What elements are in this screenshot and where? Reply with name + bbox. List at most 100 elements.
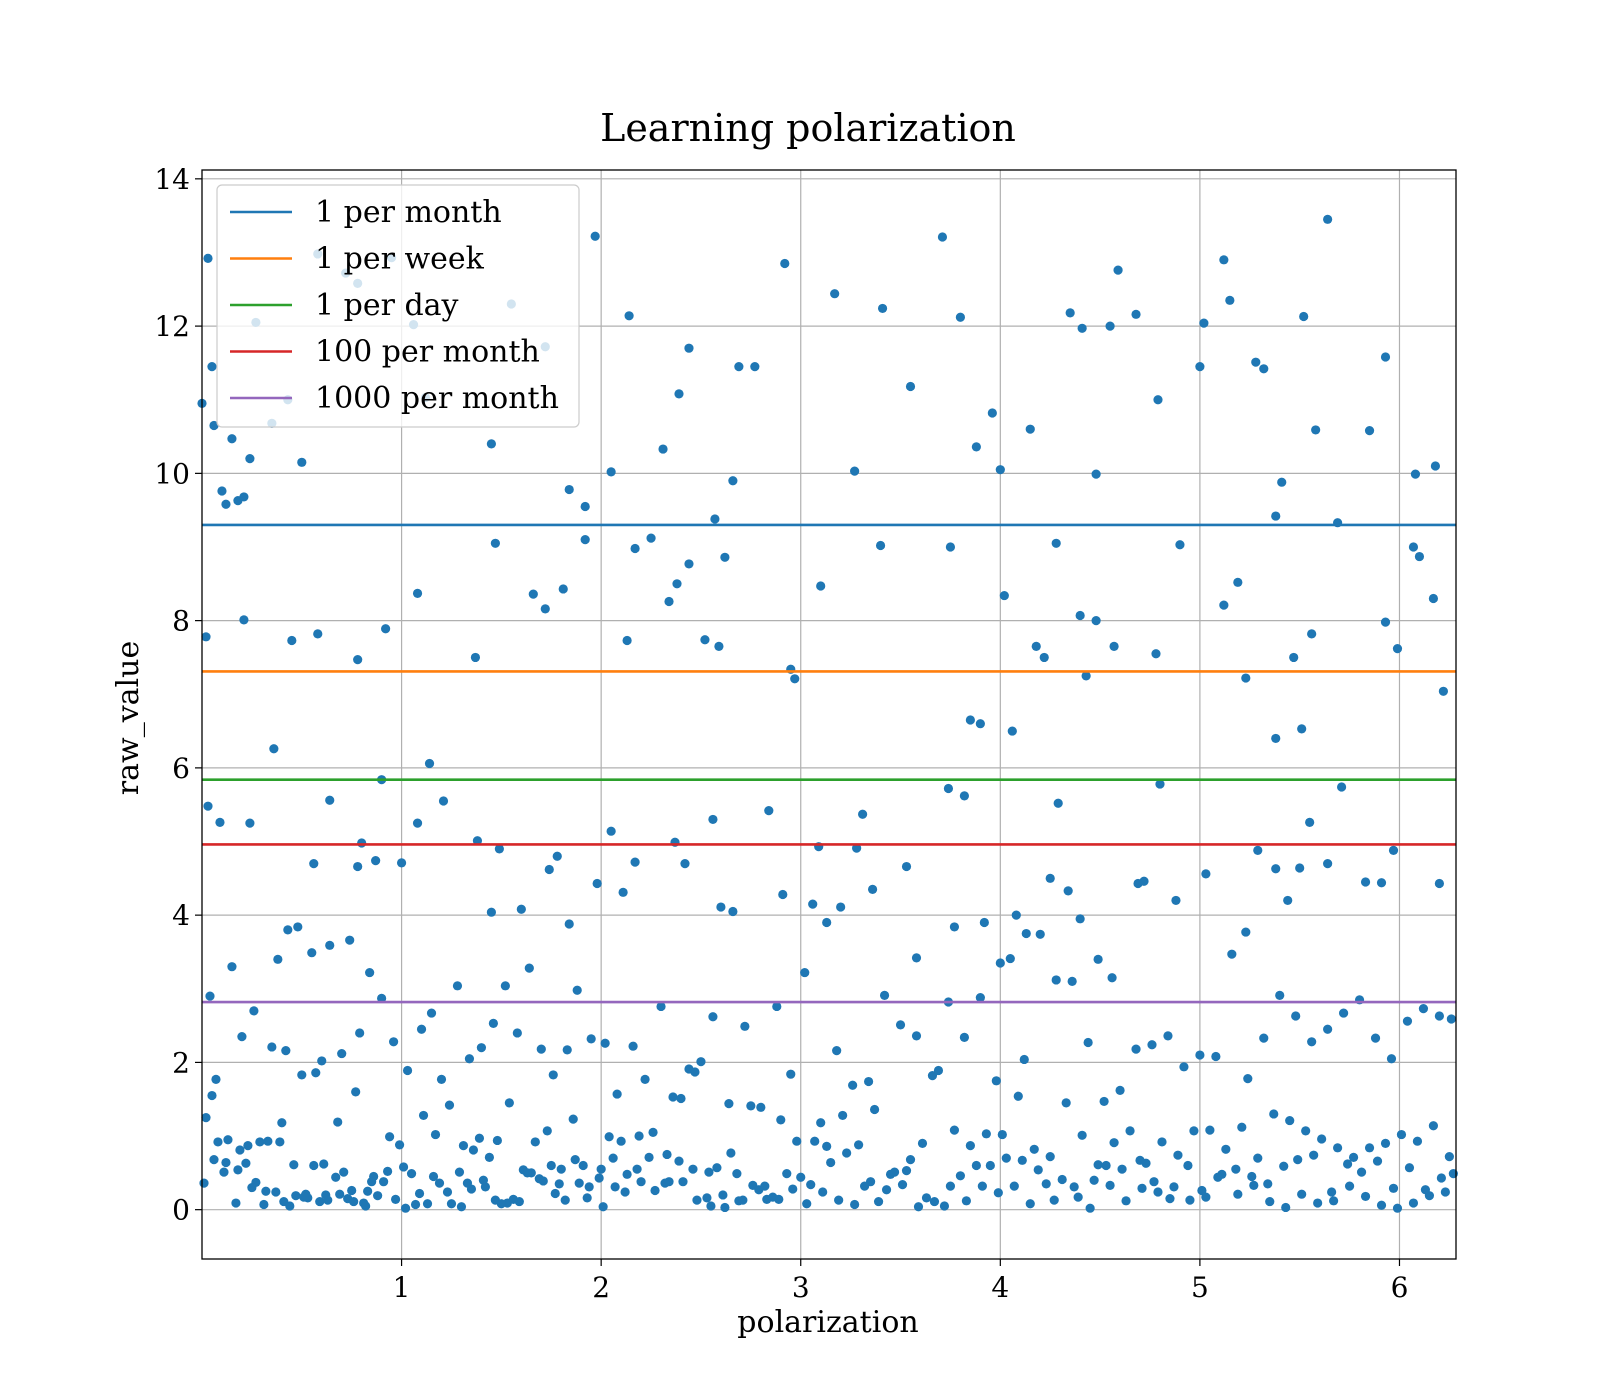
y-tick-label: 0 [172, 1194, 190, 1227]
data-point [590, 231, 600, 241]
data-point [239, 492, 249, 502]
data-point [1005, 953, 1015, 964]
data-point [929, 1196, 940, 1207]
data-point [410, 1199, 421, 1210]
data-point [564, 919, 574, 929]
data-point [913, 1202, 924, 1212]
data-point [1329, 1196, 1339, 1206]
data-point [664, 596, 674, 607]
data-point [895, 1020, 906, 1030]
data-point [1117, 1164, 1127, 1174]
data-point [1253, 1153, 1263, 1163]
data-point [1105, 321, 1115, 331]
data-point [574, 1178, 584, 1188]
data-point [398, 1162, 409, 1172]
data-point [345, 935, 355, 945]
data-point [704, 1167, 714, 1177]
data-point [1061, 1098, 1071, 1108]
data-point [1309, 1150, 1319, 1160]
data-point [764, 805, 774, 816]
data-point [622, 635, 632, 646]
data-point [706, 1201, 716, 1211]
legend-label: 1000 per month [315, 381, 559, 416]
data-point [810, 1136, 820, 1146]
x-tick-label: 1 [393, 1271, 411, 1304]
data-point [349, 1196, 359, 1207]
data-point [323, 1195, 333, 1205]
data-point [468, 1145, 479, 1155]
data-point [1289, 652, 1299, 663]
data-point [756, 1102, 766, 1112]
data-point [478, 1175, 489, 1185]
data-point [1446, 1014, 1456, 1024]
data-point [955, 1171, 966, 1181]
data-point [313, 629, 323, 639]
data-point [1091, 616, 1101, 626]
data-point [610, 1182, 620, 1192]
data-point [1077, 323, 1087, 333]
data-point [524, 963, 534, 973]
data-point [1151, 649, 1161, 659]
data-point [337, 1048, 347, 1059]
data-point [1271, 511, 1281, 521]
data-point [361, 1201, 371, 1211]
data-point [1408, 1198, 1419, 1208]
data-point [708, 814, 718, 825]
data-point [1063, 886, 1073, 896]
data-point [838, 1110, 848, 1121]
data-point [452, 981, 463, 991]
data-point [901, 1166, 912, 1176]
data-point [897, 1180, 908, 1190]
data-point [1356, 1167, 1367, 1177]
data-point [612, 1089, 622, 1099]
data-point [977, 1181, 987, 1191]
data-point [997, 1129, 1007, 1140]
data-point [999, 590, 1009, 601]
data-point [544, 864, 554, 875]
data-point [668, 1092, 678, 1102]
data-point [1388, 1183, 1399, 1193]
data-point [1317, 1134, 1327, 1144]
data-point [1337, 782, 1347, 792]
data-point [987, 408, 997, 418]
data-point [209, 420, 219, 431]
data-point [754, 1185, 764, 1195]
data-point [1237, 1122, 1247, 1132]
data-point [223, 1135, 233, 1145]
data-point [1199, 318, 1209, 328]
data-point [1271, 733, 1281, 744]
data-point [1376, 878, 1387, 888]
data-point [556, 1164, 566, 1174]
data-point [1444, 1152, 1454, 1162]
data-point [1227, 949, 1237, 959]
data-point [1029, 1144, 1039, 1154]
data-point [1344, 1181, 1355, 1191]
data-point [227, 962, 237, 972]
data-point [985, 1160, 995, 1171]
data-point [227, 434, 237, 444]
data-point [1338, 1008, 1349, 1018]
data-point [1131, 309, 1141, 319]
data-point [205, 991, 215, 1001]
data-point [684, 343, 694, 353]
data-point [1075, 914, 1085, 924]
data-point [848, 1080, 858, 1090]
data-point [470, 652, 481, 663]
data-point [1011, 910, 1021, 920]
data-point [550, 1188, 560, 1199]
data-point [233, 1165, 243, 1175]
data-point [484, 1152, 494, 1162]
data-point [568, 1114, 578, 1124]
data-point [552, 851, 562, 861]
data-point [606, 467, 616, 477]
data-point [1007, 726, 1017, 736]
data-point [850, 1199, 860, 1210]
data-point [644, 1152, 654, 1162]
data-point [1380, 352, 1391, 362]
data-point [558, 584, 568, 594]
data-point [1307, 1037, 1317, 1047]
data-point [1327, 1187, 1337, 1197]
y-tick-label: 4 [172, 899, 190, 932]
data-point [1376, 1200, 1387, 1210]
